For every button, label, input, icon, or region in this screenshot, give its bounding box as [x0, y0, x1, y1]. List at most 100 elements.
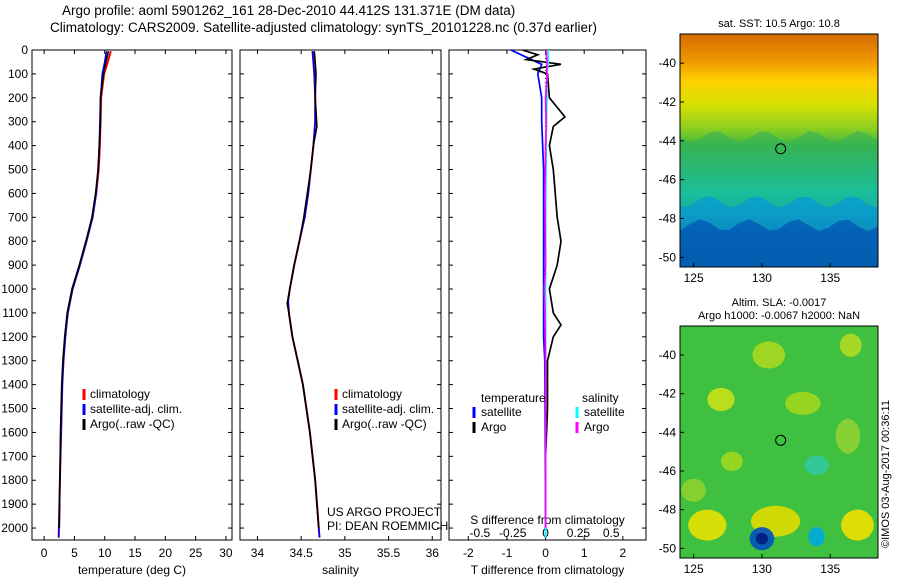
y-tick-label: 400: [8, 139, 28, 153]
s-tick-label: -0.5: [470, 526, 491, 540]
y-tick-label: 1900: [1, 497, 28, 511]
y-tick-label: 1400: [1, 378, 28, 392]
sla-anomaly: [841, 509, 874, 541]
x-tick-label: 0: [41, 546, 48, 560]
legend-label: Argo(..raw -QC): [90, 417, 175, 431]
y-tick-label: -40: [659, 56, 677, 70]
x-tick-label: 0: [542, 546, 549, 560]
s-axis-label: S difference from climatology: [470, 513, 625, 527]
sla-map-panel: 125 130 135 -40 -42 -44 -46 -48 -50 Altim. SLA: -…: [659, 297, 879, 576]
y-tick-label: 1000: [1, 282, 28, 296]
sla-anomaly: [804, 455, 829, 475]
sla-anomaly: [839, 333, 862, 357]
x-tick-label: 1: [581, 546, 588, 560]
y-tick-label: 1700: [1, 449, 28, 463]
x-tick-label: 34: [251, 546, 265, 560]
temperature-panel: 0 5 10 15 20 25 300100200300400500600700800900…: [1, 43, 233, 577]
x-axis-label: salinity: [322, 563, 359, 577]
x-tick-label: 34.5: [289, 546, 313, 560]
diff-line-salinity-argo: [543, 49, 548, 528]
y-tick-label: 1600: [1, 425, 28, 439]
sla-anomaly: [752, 341, 786, 369]
legend-label: satellite: [481, 405, 522, 419]
x-axis-label: temperature (deg C): [78, 563, 186, 577]
y-tick-label: 0: [21, 43, 28, 57]
figure-title-line2: Climatology: CARS2009. Satellite-adjuste…: [50, 20, 598, 35]
y-tick-label: -46: [659, 464, 677, 478]
y-tick-label: -42: [659, 387, 677, 401]
x-tick-label: 25: [189, 546, 203, 560]
y-tick-label: -44: [659, 425, 677, 439]
x-tick-label: -2: [463, 546, 474, 560]
y-tick-label: -50: [659, 250, 677, 264]
y-tick-label: 900: [8, 258, 28, 272]
x-tick-label: 20: [159, 546, 173, 560]
legend-label: climatology: [342, 387, 402, 401]
x-tick-label: 125: [684, 562, 704, 576]
y-tick-label: 200: [8, 91, 28, 105]
x-tick-label: 5: [71, 546, 78, 560]
difference-panel: -2 -1 0 1 2 T difference from climatology -0.5…: [448, 49, 647, 577]
y-tick-label: -48: [659, 503, 677, 517]
plot-frame: [239, 49, 442, 541]
sla-anomaly: [720, 451, 743, 472]
sla-anomaly: [785, 391, 821, 415]
legend-label: satellite-adj. clim.: [342, 402, 434, 416]
imos-credit: ©IMOS 03-Aug-2017 00:36:11: [880, 400, 892, 548]
x-tick-label: 10: [98, 546, 112, 560]
x-tick-label: 135: [820, 271, 840, 285]
y-tick-label: 1500: [1, 402, 28, 416]
map-frame: [679, 325, 879, 559]
diff-line-temperature-satellite: [510, 49, 547, 538]
y-tick-label: 1800: [1, 473, 28, 487]
sla-anomaly: [707, 387, 735, 412]
legend-label: climatology: [90, 387, 150, 401]
y-tick-label: -48: [659, 211, 677, 225]
x-tick-label: 35.5: [377, 546, 401, 560]
map-subtitle: Argo h1000: -0.0067 h2000: NaN: [698, 310, 860, 322]
legend-label: Argo: [584, 420, 610, 434]
x-tick-label: 130: [752, 271, 772, 285]
y-tick-label: 800: [8, 234, 28, 248]
x-tick-label: 125: [684, 271, 704, 285]
sla-anomaly: [755, 532, 769, 545]
y-tick-label: 1200: [1, 330, 28, 344]
y-tick-label: -44: [659, 134, 677, 148]
s-tick-label: -0.25: [499, 526, 527, 540]
sla-anomaly: [681, 478, 706, 502]
profile-location-marker: [775, 143, 787, 155]
y-tick-label: 100: [8, 67, 28, 81]
x-tick-label: 2: [619, 546, 626, 560]
s-tick-label: 0.25: [567, 526, 591, 540]
y-tick-label: 300: [8, 115, 28, 129]
figure-title-line1: Argo profile: aoml 5901262_161 28-Dec-20…: [62, 3, 516, 18]
legend-label: Argo(..raw -QC): [342, 417, 427, 431]
legend-label: Argo: [481, 420, 507, 434]
sla-anomaly: [808, 527, 825, 547]
plot-frame: [448, 49, 647, 541]
map-title: Altim. SLA: -0.0017: [732, 297, 827, 309]
y-tick-label: -40: [659, 348, 677, 362]
x-tick-label: 30: [219, 546, 233, 560]
sst-band: [680, 219, 878, 267]
series-line-: [58, 51, 110, 529]
y-tick-label: 700: [8, 210, 28, 224]
y-tick-label: 1100: [2, 306, 28, 320]
series-line-: [286, 51, 320, 529]
sst-map-panel: 125 130 135 -40 -42 -44 -46 -48 -50 sat. SST: 10.…: [659, 18, 879, 285]
x-tick-label: 135: [820, 562, 840, 576]
sla-anomaly: [688, 509, 727, 541]
x-axis-label: T difference from climatology: [471, 563, 625, 577]
sla-anomaly: [835, 418, 861, 454]
salinity-panel: 34 34.5 35 35.5 36 salinity climatologysatelli…: [239, 49, 442, 577]
map-title: sat. SST: 10.5 Argo: 10.8: [718, 18, 840, 30]
legend-title-salinity: salinity: [582, 391, 619, 405]
legend-label: satellite: [584, 405, 625, 419]
s-tick-label: 0.5: [603, 526, 620, 540]
x-tick-label: 130: [752, 562, 772, 576]
x-tick-label: -1: [502, 546, 513, 560]
project-credit: US ARGO PROJECT: [327, 505, 442, 519]
y-tick-label: 500: [8, 163, 28, 177]
x-tick-label: 36: [426, 546, 440, 560]
